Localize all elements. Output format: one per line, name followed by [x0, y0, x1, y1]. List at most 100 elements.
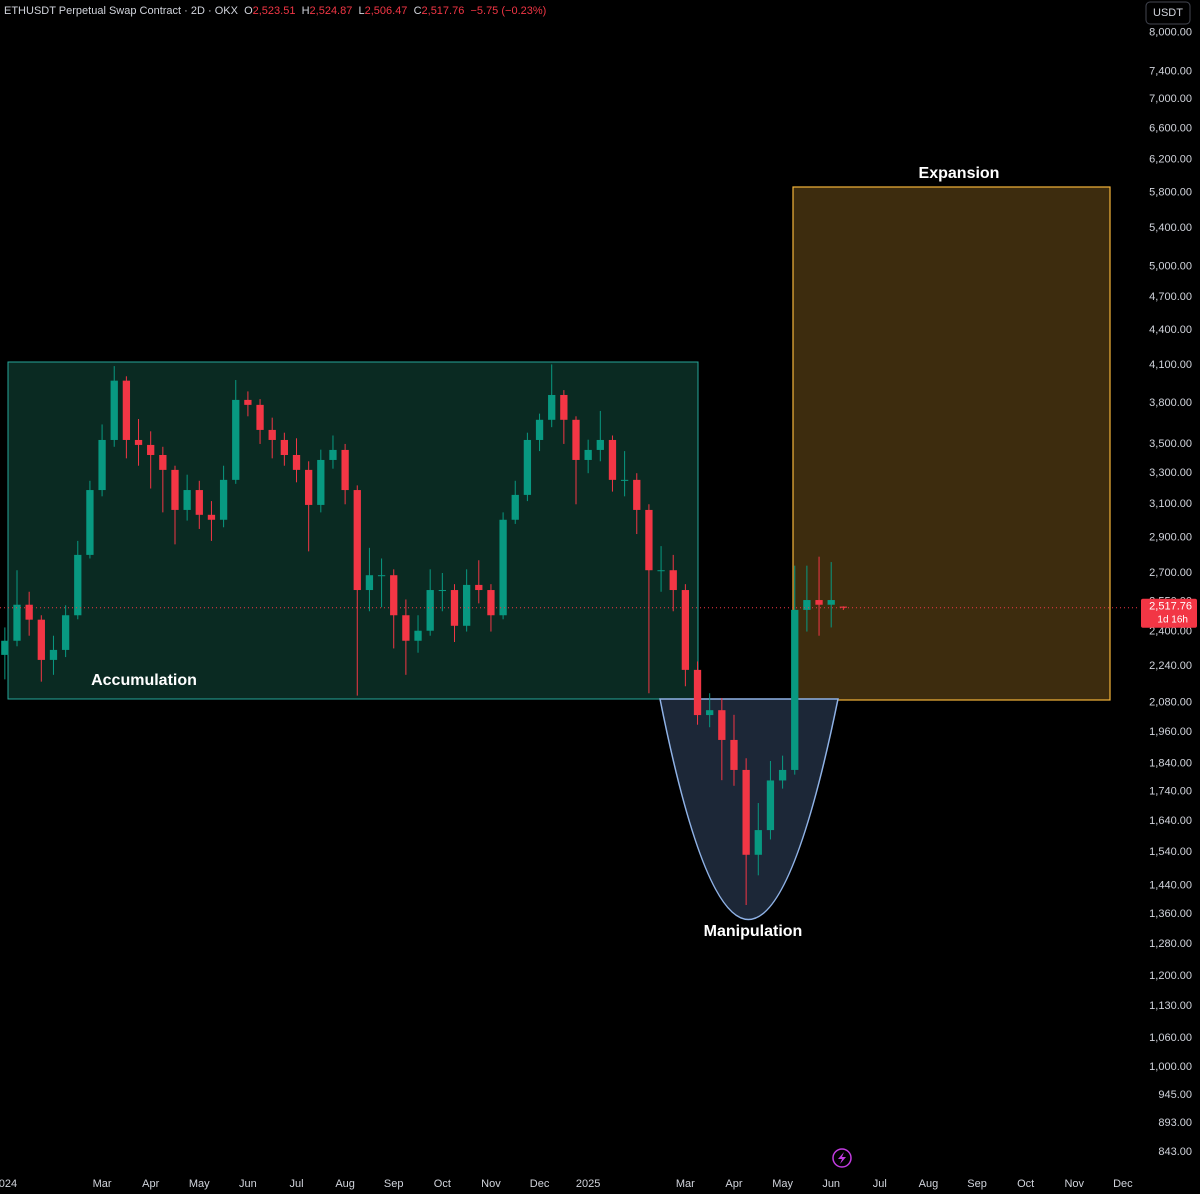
candle-body	[147, 444, 155, 455]
candle-body	[596, 439, 604, 450]
ohlc-key: C	[413, 5, 422, 17]
x-tick-label: Dec	[1113, 1178, 1133, 1190]
candle-body	[183, 490, 191, 510]
y-tick-label: 5,800.00	[1149, 187, 1192, 199]
candle-body	[110, 380, 118, 440]
y-tick-label: 1,000.00	[1149, 1061, 1192, 1073]
candle-body	[766, 780, 775, 831]
price-badge	[1141, 598, 1197, 628]
candle-body	[633, 479, 641, 510]
x-tick-label: Mar	[93, 1178, 112, 1190]
x-tick-label: Nov	[481, 1178, 501, 1190]
candle-body	[681, 590, 690, 670]
lightning-glyph	[838, 1152, 846, 1164]
y-tick-label: 6,200.00	[1149, 153, 1192, 165]
candle-body	[438, 590, 446, 592]
candle-body	[511, 494, 519, 520]
x-tick-label: Oct	[1017, 1178, 1034, 1190]
currency-button[interactable]	[1145, 1, 1191, 25]
ohlc-key: O	[244, 5, 253, 17]
candle-body	[244, 399, 252, 405]
lightning-icon[interactable]	[832, 1148, 852, 1168]
candle-body	[718, 710, 726, 740]
y-tick-label: 1,060.00	[1149, 1032, 1192, 1044]
candle-body	[86, 490, 94, 555]
y-tick-label: 5,000.00	[1149, 260, 1192, 272]
candle-body	[669, 570, 677, 591]
price-badge-label: 2,517.76	[1149, 601, 1192, 613]
y-tick-label: 1,740.00	[1149, 785, 1192, 797]
candle-body	[414, 630, 422, 641]
candle-body	[365, 575, 374, 591]
x-tick-label: 2024	[0, 1178, 17, 1190]
candle-body	[560, 394, 568, 420]
y-tick-label: 8,000.00	[1149, 27, 1192, 39]
x-tick-label: Apr	[142, 1178, 159, 1190]
y-tick-label: 2,900.00	[1149, 531, 1192, 543]
y-tick-label: 1,200.00	[1149, 970, 1192, 982]
y-tick-label: 4,100.00	[1149, 359, 1192, 371]
y-tick-label: 2,400.00	[1149, 625, 1192, 637]
candle-body	[232, 399, 240, 480]
y-tick-label: 3,100.00	[1149, 498, 1192, 510]
x-tick-label: May	[772, 1178, 793, 1190]
candle-body	[572, 419, 580, 460]
candle-body	[791, 609, 799, 770]
candle-body	[815, 600, 823, 605]
y-tick-label: 1,440.00	[1149, 879, 1192, 891]
candle-body	[74, 554, 82, 616]
ohlc-value: 2,524.87	[309, 5, 353, 17]
x-tick-label: Jul	[873, 1178, 887, 1190]
candle-body	[523, 439, 532, 495]
candle-body	[693, 669, 702, 716]
candle-body	[778, 769, 787, 781]
candles	[1, 364, 847, 905]
y-tick-label: 1,130.00	[1149, 1000, 1192, 1012]
ohlc-value: 2,517.76	[421, 5, 465, 17]
y-tick-label: 6,600.00	[1149, 122, 1192, 134]
candle-body	[827, 600, 835, 605]
x-tick-label: Apr	[725, 1178, 742, 1190]
candle-body	[305, 469, 313, 505]
change: −5.75 (−0.23%)	[470, 5, 547, 17]
candle-body	[377, 575, 386, 577]
candle-body	[390, 575, 398, 616]
y-tick-label: 1,540.00	[1149, 846, 1192, 858]
annotation: Manipulation	[704, 923, 803, 940]
candle-body	[98, 439, 106, 491]
candle-body	[329, 449, 337, 460]
y-tick-label: 4,700.00	[1149, 291, 1192, 303]
candle-body	[426, 590, 434, 631]
x-tick-label: Mar	[676, 1178, 695, 1190]
candle-body	[13, 604, 21, 641]
legend-header: ETHUSDT Perpetual Swap Contract · 2D · O…	[4, 5, 546, 17]
annotation: Expansion	[919, 165, 1000, 182]
y-tick-label: 1,960.00	[1149, 726, 1192, 738]
candle-body	[620, 479, 629, 481]
y-tick-label: 7,000.00	[1149, 93, 1192, 105]
candle-body	[645, 509, 653, 571]
candle-body	[548, 394, 556, 420]
candle-body	[292, 454, 301, 470]
candle-body	[487, 590, 495, 616]
candle-body	[256, 404, 264, 430]
candle-body	[450, 590, 459, 626]
annotation: Accumulation	[91, 672, 197, 689]
candle-body	[219, 479, 228, 520]
y-tick-label: 1,280.00	[1149, 938, 1192, 950]
x-tick-label: 2025	[576, 1178, 600, 1190]
candle-body	[584, 449, 592, 460]
candle-body	[268, 429, 276, 440]
candle-body	[195, 490, 203, 515]
candle-body	[475, 584, 483, 591]
x-tick-label: Oct	[434, 1178, 451, 1190]
ohlc-key: L	[358, 5, 365, 17]
candle-body	[803, 600, 811, 610]
candle-body	[608, 439, 617, 480]
candle-body	[25, 604, 33, 620]
x-tick-label: Jul	[289, 1178, 303, 1190]
y-tick-label: 4,400.00	[1149, 324, 1192, 336]
y-tick-label: 3,300.00	[1149, 467, 1192, 479]
candle-body	[839, 606, 847, 608]
